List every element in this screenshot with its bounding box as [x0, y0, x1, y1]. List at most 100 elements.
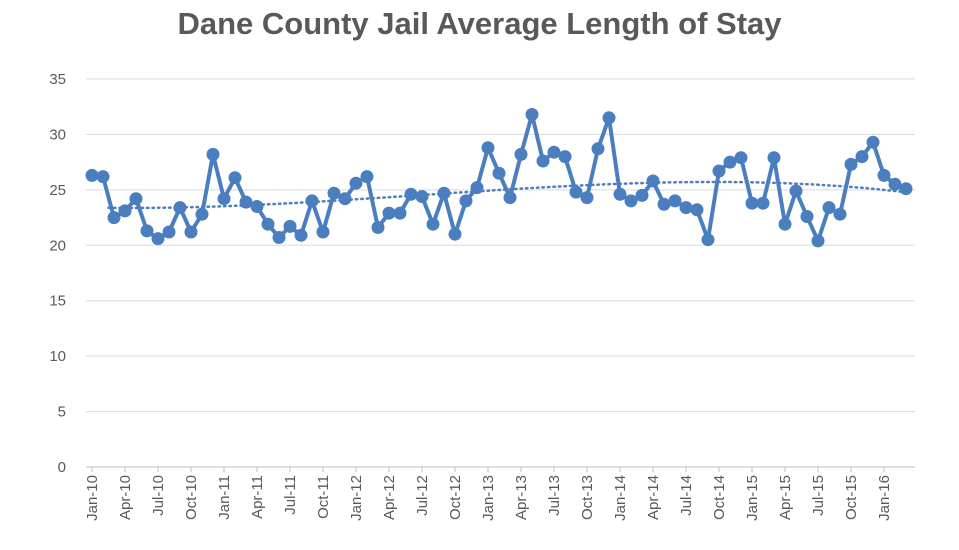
x-tick-label: Jan-13: [480, 475, 497, 521]
data-point: [228, 171, 242, 185]
data-point: [877, 168, 891, 182]
x-tick-label: Jul-14: [678, 475, 695, 516]
x-tick-label: Jan-11: [216, 475, 233, 520]
x-tick-label: Apr-12: [381, 475, 398, 520]
data-point: [899, 182, 913, 196]
data-point: [448, 227, 462, 241]
data-point: [393, 206, 407, 220]
data-point: [558, 150, 572, 164]
data-point: [613, 187, 627, 201]
x-tick-label: Apr-13: [513, 475, 530, 520]
data-point: [162, 225, 176, 239]
x-tick-label: Jan-14: [612, 475, 629, 521]
data-point: [745, 196, 759, 210]
data-point: [569, 185, 583, 199]
data-point: [789, 184, 803, 198]
x-tick-label: Jan-10: [84, 475, 101, 521]
data-point: [602, 111, 616, 125]
x-tick-label: Apr-10: [117, 475, 134, 520]
x-tick-label: Apr-15: [777, 475, 794, 520]
x-tick-label: Jan-16: [876, 475, 893, 521]
data-point: [525, 108, 539, 121]
data-point: [888, 177, 902, 191]
data-point: [382, 206, 396, 220]
data-point: [690, 203, 704, 217]
data-point: [437, 186, 451, 200]
data-point: [723, 155, 737, 169]
data-point: [459, 194, 473, 208]
data-point: [712, 164, 726, 178]
data-point: [173, 201, 187, 215]
data-point: [833, 207, 847, 221]
data-point: [206, 147, 220, 161]
x-tick-label: Jan-12: [348, 475, 365, 521]
y-tick-label: 10: [49, 348, 66, 365]
data-point: [668, 194, 682, 208]
x-tick-label: Jul-11: [282, 475, 299, 515]
data-point: [635, 188, 649, 202]
data-point: [580, 191, 594, 205]
data-point: [426, 217, 440, 231]
data-point: [349, 176, 363, 190]
data-point: [294, 228, 308, 242]
data-point: [855, 150, 869, 164]
data-point: [404, 187, 418, 201]
data-point: [195, 207, 209, 221]
x-tick-label: Jul-10: [150, 475, 167, 516]
data-point: [470, 181, 484, 195]
data-point: [756, 196, 770, 210]
x-tick-label: Jan-15: [744, 475, 761, 521]
data-point: [327, 186, 341, 200]
data-point: [415, 190, 429, 203]
data-point: [492, 166, 506, 180]
x-tick-label: Jul-12: [414, 475, 431, 516]
data-point: [316, 225, 330, 239]
x-tick-label: Oct-15: [843, 475, 860, 520]
chart-title: Dane County Jail Average Length of Stay: [177, 6, 782, 41]
y-tick-label: 20: [49, 237, 66, 254]
data-point: [239, 195, 253, 209]
data-point: [866, 135, 880, 149]
data-point: [360, 170, 374, 184]
data-point: [844, 157, 858, 171]
data-point: [338, 192, 352, 206]
y-tick-label: 30: [49, 126, 66, 143]
x-tick-label: Apr-14: [645, 475, 662, 520]
data-point: [767, 151, 781, 165]
data-point: [217, 192, 231, 206]
data-point: [129, 192, 143, 206]
data-point: [657, 197, 671, 211]
x-tick-label: Oct-10: [183, 475, 200, 520]
data-point: [624, 194, 638, 208]
data-point: [261, 217, 275, 231]
data-point: [140, 224, 154, 238]
data-point: [371, 221, 385, 234]
data-point: [701, 233, 715, 247]
data-point: [107, 211, 121, 225]
data-point: [822, 201, 836, 215]
x-tick-label: Oct-11: [315, 475, 332, 519]
data-point: [481, 141, 495, 155]
data-point: [503, 191, 517, 205]
x-tick-label: Oct-14: [711, 475, 728, 520]
data-point: [272, 231, 286, 244]
y-tick-label: 5: [58, 404, 66, 421]
y-tick-label: 0: [58, 459, 66, 476]
data-point: [646, 174, 660, 188]
y-tick-label: 15: [49, 293, 66, 310]
y-tick-label: 35: [49, 71, 66, 88]
data-point: [800, 210, 814, 223]
y-tick-label: 25: [49, 182, 66, 199]
data-point: [96, 170, 110, 184]
data-point: [118, 204, 132, 218]
data-point: [547, 145, 561, 159]
data-point: [305, 194, 319, 208]
data-point: [679, 201, 693, 215]
data-point: [536, 154, 550, 168]
data-point: [283, 219, 297, 233]
x-tick-label: Jul-15: [810, 475, 827, 516]
data-point: [151, 232, 165, 246]
data-point: [184, 225, 198, 239]
